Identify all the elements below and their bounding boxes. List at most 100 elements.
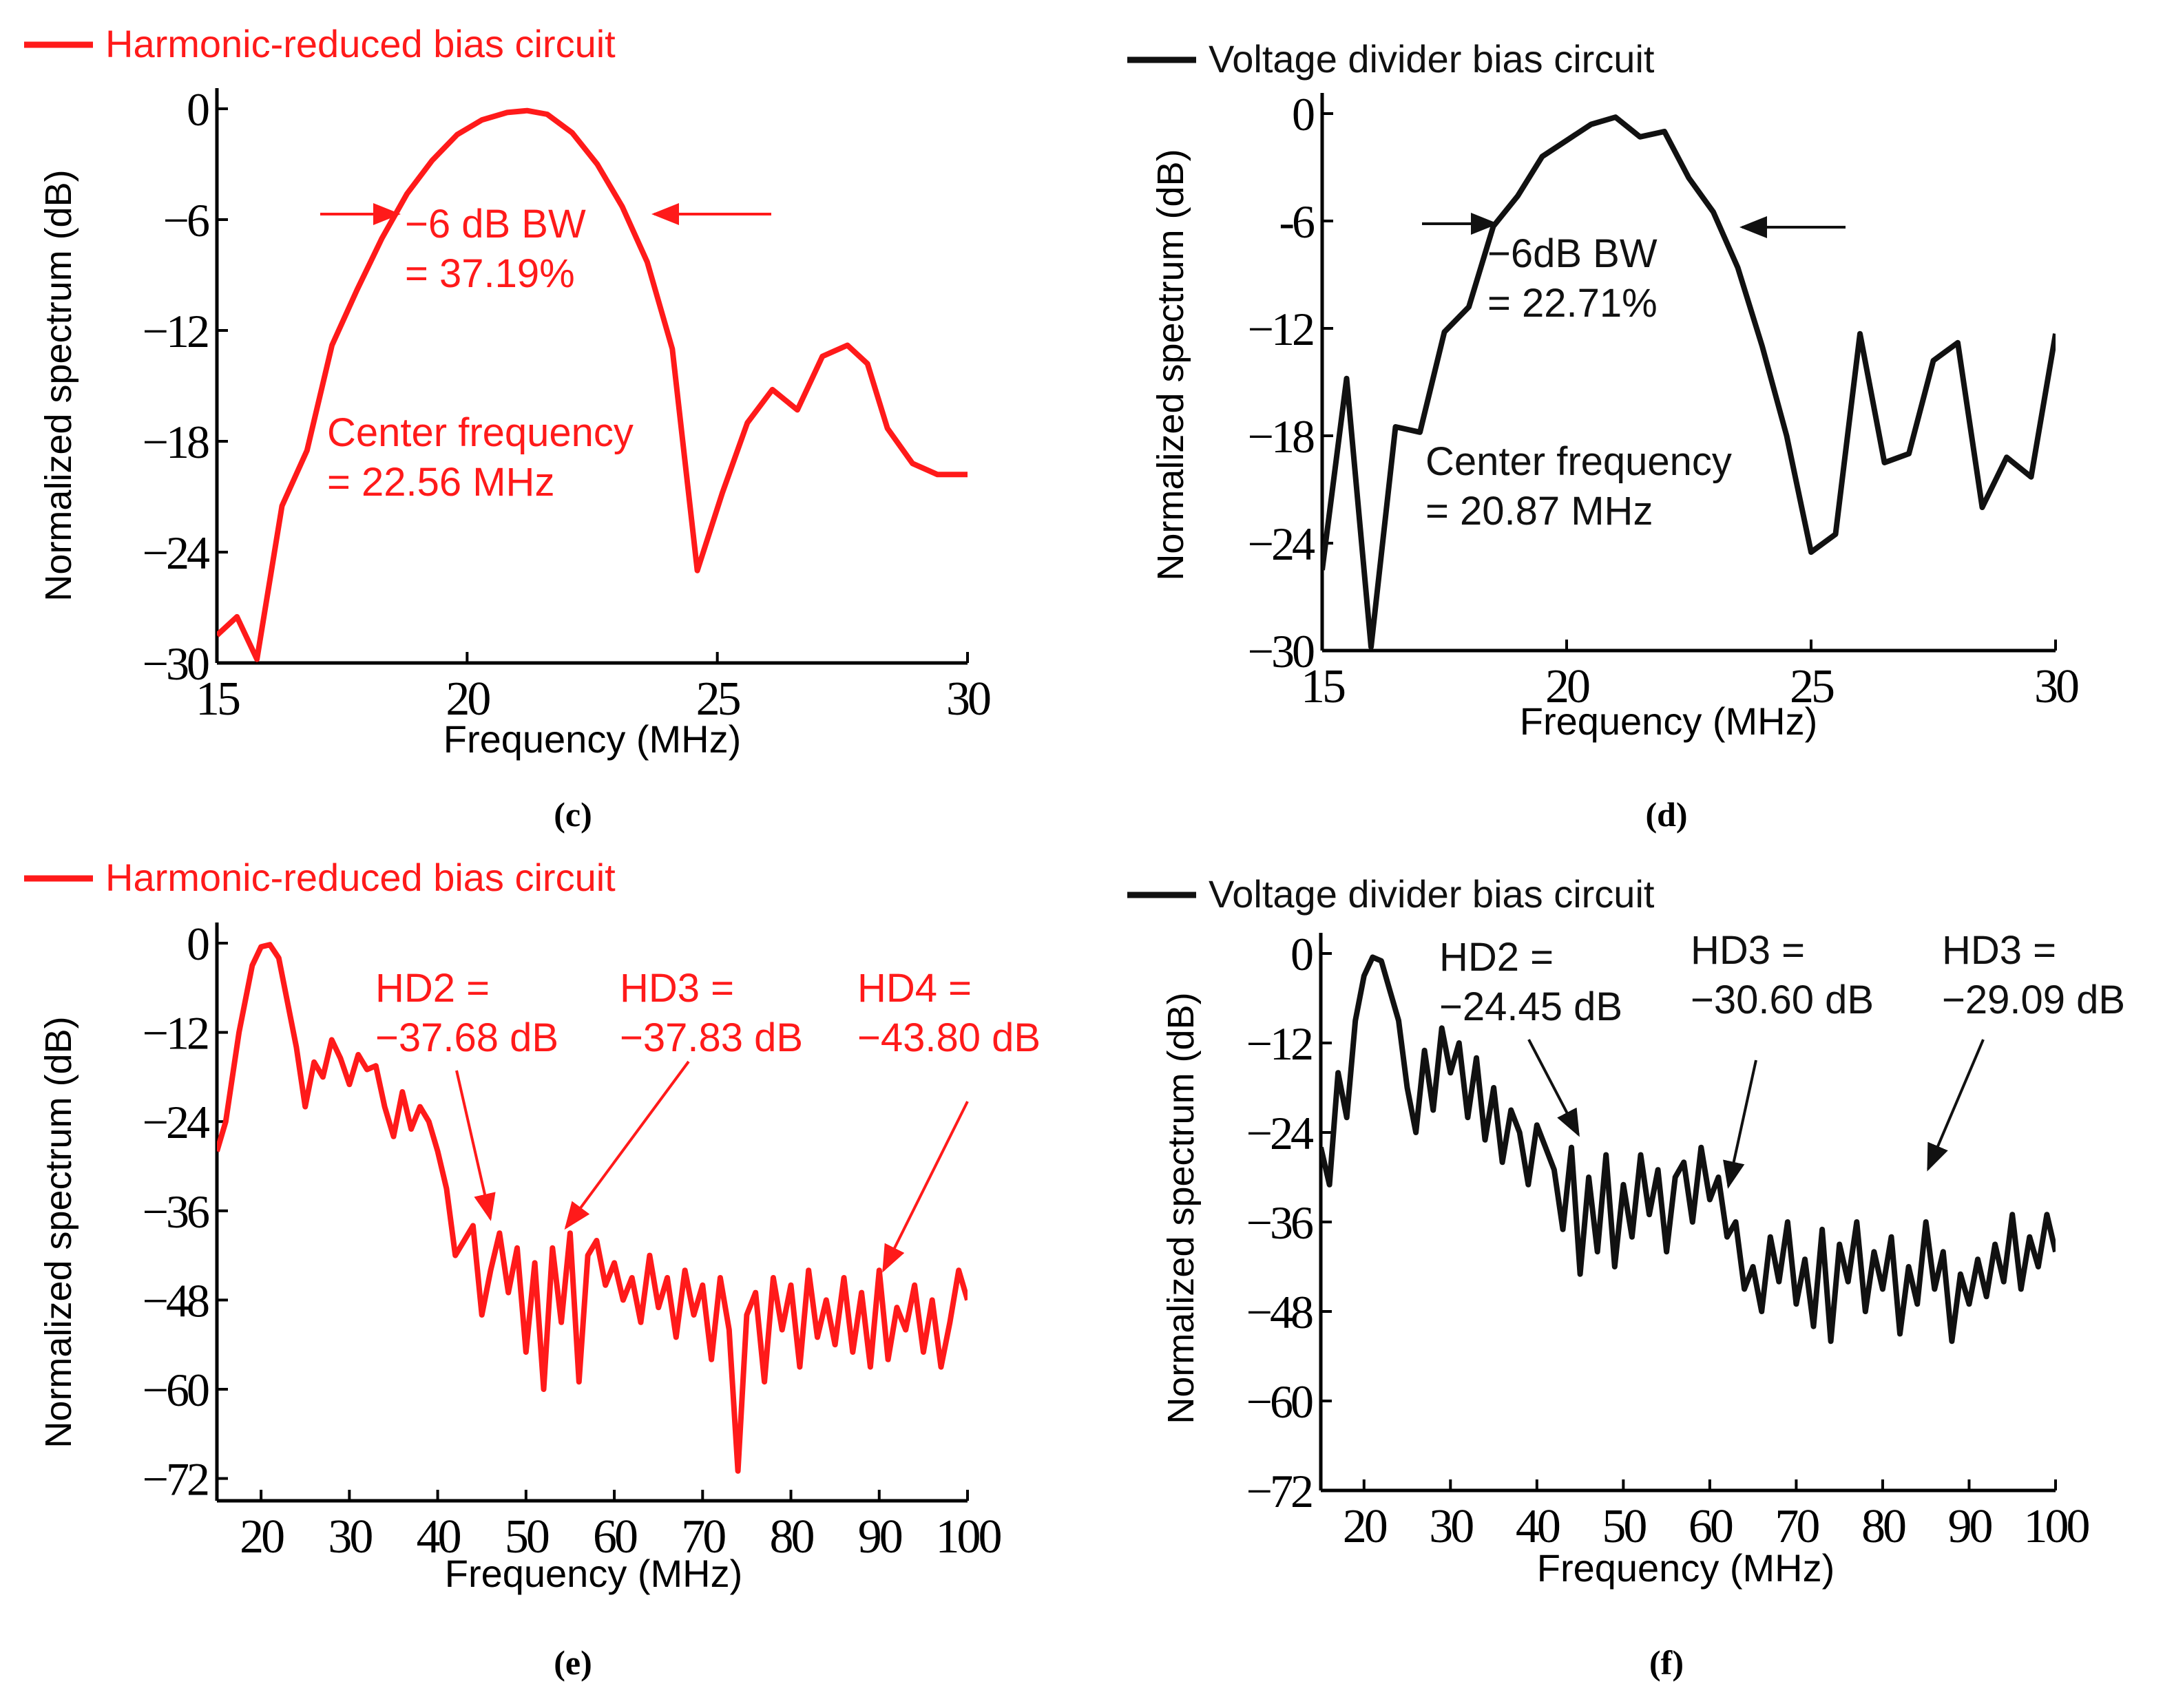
y-axis-title: Normalized spectrum (dB): [1150, 149, 1191, 580]
data-point: [428, 1121, 430, 1123]
x-tick-label: 15: [196, 673, 240, 726]
data-point: [384, 1106, 386, 1108]
annotation-text: HD4 =: [857, 966, 972, 1011]
data-point: [546, 114, 548, 116]
data-point: [781, 1329, 783, 1331]
annotation-text: = 20.87 MHz: [1425, 489, 1653, 534]
data-point: [1890, 1236, 1892, 1238]
legend: Harmonic-reduced bias circuit: [24, 856, 616, 899]
data-point: [1688, 177, 1690, 179]
data-point: [958, 1269, 960, 1272]
data-point: [622, 1299, 624, 1301]
x-tick-label: 100: [2024, 1500, 2089, 1553]
legend: Voltage divider bias circuit: [1127, 37, 1655, 81]
x-tick-label: 20: [446, 673, 490, 726]
data-point: [1649, 1214, 1651, 1216]
data-point: [313, 1061, 315, 1063]
data-point: [1810, 551, 1812, 553]
data-point: [561, 1321, 563, 1323]
panel-label: (d): [1645, 795, 1687, 834]
panel-label: (e): [554, 1643, 592, 1682]
data-point: [456, 134, 458, 136]
data-point: [1639, 136, 1641, 138]
data-point: [375, 1065, 377, 1067]
data-point: [790, 1284, 792, 1286]
data-point: [454, 1254, 457, 1256]
y-tick-label: −12: [143, 1007, 208, 1059]
data-point: [2055, 333, 2057, 335]
annotation-arrow: [1927, 1039, 1985, 1172]
data-point: [1372, 956, 1374, 958]
chart-panel-c: Harmonic-reduced bias circuit 0 −6 −12 −18 −2…: [24, 22, 993, 834]
data-point: [356, 288, 358, 291]
data-point: [331, 344, 333, 346]
data-point: [1795, 1303, 1797, 1305]
data-point: [463, 1240, 466, 1242]
y-axis-title: Normalized spectrum (dB): [38, 1016, 79, 1448]
x-tick-label: 80: [1861, 1500, 1905, 1553]
data-point: [393, 1135, 395, 1137]
x-tick-label: 70: [681, 1510, 725, 1563]
legend-label: Harmonic-reduced bias circuit: [105, 856, 616, 899]
data-point: [1839, 1243, 1841, 1245]
annotation-arrow: [1527, 1039, 1580, 1137]
data-point: [306, 450, 308, 452]
data-point: [1951, 1340, 1953, 1342]
x-tick-label: 25: [1790, 660, 1834, 713]
data-point: [401, 1091, 404, 1093]
data-point: [1856, 1221, 1858, 1223]
data-point: [2030, 476, 2032, 478]
data-point: [822, 355, 824, 357]
data-point: [667, 1277, 669, 1279]
data-point: [1346, 1117, 1348, 1119]
data-point: [2003, 1280, 2005, 1283]
data-point: [1370, 646, 1372, 648]
data-point: [658, 1307, 660, 1309]
data-point: [931, 1299, 933, 1301]
data-point: [1518, 1132, 1520, 1134]
data-point: [1908, 1266, 1910, 1268]
data-point: [1380, 960, 1382, 962]
annotation-text: −37.83 dB: [620, 1015, 803, 1060]
data-point: [2006, 456, 2008, 458]
data-point: [571, 131, 573, 134]
x-tick-label: 20: [240, 1510, 284, 1563]
data-point: [1726, 1236, 1728, 1238]
y-tick-label: 0: [187, 918, 209, 970]
data-point: [1713, 211, 1715, 213]
x-tick-label: 100: [936, 1510, 1001, 1563]
data-point: [508, 1291, 510, 1294]
annotation-text: = 22.71%: [1487, 281, 1658, 326]
data-point: [481, 119, 483, 121]
y-tick-label: −36: [1246, 1196, 1313, 1249]
series-line-0: [217, 942, 968, 1474]
y-axis-title: Normalized spectrum (dB): [1160, 992, 1202, 1424]
annotation-text: HD3 =: [1942, 928, 2056, 973]
y-tick-label: −24: [143, 1096, 209, 1148]
data-point: [419, 1106, 421, 1108]
data-point: [1536, 1124, 1538, 1126]
data-point: [967, 474, 969, 476]
data-point: [912, 463, 914, 465]
x-tick-label: 20: [1545, 660, 1589, 713]
data-point: [808, 1269, 810, 1272]
data-point: [1899, 1333, 1901, 1335]
data-point: [1346, 377, 1348, 379]
data-point: [1683, 1161, 1685, 1163]
data-point: [755, 1291, 757, 1294]
annotation-arrow: [1723, 1059, 1757, 1189]
data-point: [1622, 1183, 1624, 1185]
data-point: [2037, 1266, 2039, 1268]
data-point: [1985, 1296, 1987, 1298]
data-point: [1475, 1057, 1477, 1059]
data-point: [286, 1002, 289, 1004]
data-point: [1590, 123, 1592, 125]
chart-panel-d: Voltage divider bias circuit 0 -6 −12 −18 −24…: [1127, 37, 2081, 834]
data-point: [852, 1351, 854, 1353]
data-point: [578, 1381, 580, 1383]
x-axis-title: Frequency (MHz): [443, 717, 742, 761]
y-tick-label: −6: [163, 194, 209, 246]
data-point: [1847, 1280, 1849, 1283]
data-point: [937, 474, 939, 476]
